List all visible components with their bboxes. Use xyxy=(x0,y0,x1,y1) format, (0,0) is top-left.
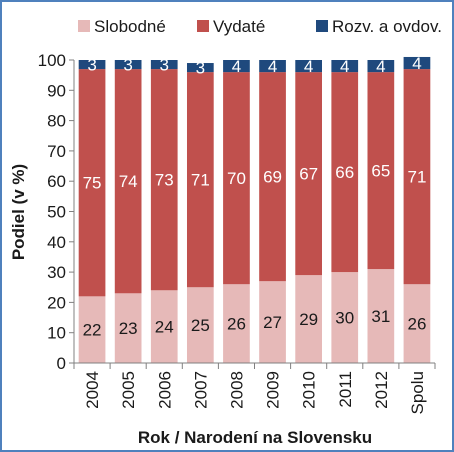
data-label-2008-series-1: 70 xyxy=(227,169,246,188)
bar-2004-series-2 xyxy=(78,60,106,70)
bar-2010-series-0 xyxy=(295,275,322,363)
y-tick-label-30: 30 xyxy=(47,263,66,282)
bar-Spolu-series-2 xyxy=(403,56,431,70)
data-label-2006-series-1: 73 xyxy=(155,171,174,190)
y-tick-label-60: 60 xyxy=(47,172,66,191)
x-tick-label-2010: 2010 xyxy=(300,371,319,409)
x-tick-label-2006: 2006 xyxy=(155,371,174,409)
data-label-2012-series-2: 4 xyxy=(376,57,385,76)
axes: 0 10 20 30 40 50 60 70 80 90 100 2004 2005 2006 2007 20… xyxy=(38,51,436,414)
bar-2007-series-1 xyxy=(186,72,214,288)
x-axis-title: Rok / Narodení na Slovensku xyxy=(138,428,372,447)
bar-2012-series-1 xyxy=(367,72,395,270)
x-tick-label-2004: 2004 xyxy=(83,371,102,409)
y-tick-label-100: 100 xyxy=(38,51,66,70)
bar-2010-series-1 xyxy=(295,72,322,276)
bar-2008-series-1 xyxy=(223,72,250,285)
bar-2012-series-2 xyxy=(367,60,395,73)
bar-2012-series-0 xyxy=(367,269,395,363)
legend-swatch-1 xyxy=(197,20,209,32)
bar-2006-series-0 xyxy=(150,290,178,363)
bar-Spolu-series-0 xyxy=(403,284,431,363)
data-label-2008-series-2: 4 xyxy=(232,57,241,76)
x-tick-label-2007: 2007 xyxy=(191,371,210,409)
data-label-Spolu-series-2: 4 xyxy=(412,54,421,73)
bar-2009-series-1 xyxy=(259,72,286,282)
bar-2006-series-1 xyxy=(150,69,178,291)
legend-swatch-0 xyxy=(78,20,90,32)
data-label-2010-series-0: 29 xyxy=(299,310,318,329)
legend: Slobodné Vydaté Rozv. a ovdov. xyxy=(78,17,442,36)
bar-2005-series-2 xyxy=(114,60,142,70)
x-tick-label-2011: 2011 xyxy=(336,371,355,408)
data-label-2004-series-1: 75 xyxy=(83,174,102,193)
data-label-Spolu-series-0: 26 xyxy=(407,315,426,334)
data-label-2008-series-0: 26 xyxy=(227,315,246,334)
data-label-2011-series-2: 4 xyxy=(340,57,349,76)
bar-Spolu-series-1 xyxy=(403,69,431,285)
bar-2007-series-2 xyxy=(186,63,214,73)
legend-label-0: Slobodné xyxy=(94,17,166,36)
legend-swatch-2 xyxy=(316,20,328,32)
data-label-2012-series-1: 65 xyxy=(371,162,390,181)
y-tick-label-10: 10 xyxy=(47,324,66,343)
bars: 22 75 3 23 74 3 24 73 3 25 71 3 26 70 4 27 69 4 29 67 4 30 66 4… xyxy=(78,54,431,363)
y-tick-label-80: 80 xyxy=(47,112,66,131)
bar-2008-series-2 xyxy=(223,60,250,73)
bar-2010-series-2 xyxy=(295,60,322,73)
y-tick-label-0: 0 xyxy=(57,354,66,373)
data-label-2009-series-2: 4 xyxy=(268,57,277,76)
x-tick-label-2012: 2012 xyxy=(372,371,391,409)
bar-2011-series-0 xyxy=(331,272,359,363)
bar-2007-series-0 xyxy=(186,287,214,363)
bar-2011-series-2 xyxy=(331,60,359,73)
y-tick-label-90: 90 xyxy=(47,81,66,100)
data-label-2010-series-1: 67 xyxy=(299,165,318,184)
data-label-2007-series-1: 71 xyxy=(191,171,210,190)
data-label-2005-series-0: 23 xyxy=(119,319,138,338)
data-label-2006-series-2: 3 xyxy=(160,56,169,75)
data-label-2010-series-2: 4 xyxy=(304,57,313,76)
data-label-2011-series-1: 66 xyxy=(335,163,354,182)
legend-label-1: Vydaté xyxy=(213,17,265,36)
y-axis-title: Podiel (v %) xyxy=(9,164,28,260)
bar-2005-series-0 xyxy=(114,293,142,363)
data-label-2006-series-0: 24 xyxy=(155,318,174,337)
data-label-2005-series-1: 74 xyxy=(119,172,138,191)
data-label-2007-series-0: 25 xyxy=(191,316,210,335)
data-label-2005-series-2: 3 xyxy=(123,56,132,75)
data-label-2004-series-0: 22 xyxy=(83,321,102,340)
data-label-2011-series-0: 30 xyxy=(335,309,354,328)
data-label-2007-series-2: 3 xyxy=(196,59,205,78)
bar-2004-series-1 xyxy=(78,69,106,297)
y-tick-label-20: 20 xyxy=(47,293,66,312)
data-label-2004-series-2: 3 xyxy=(87,56,96,75)
data-label-2012-series-0: 31 xyxy=(371,307,390,326)
bar-2011-series-1 xyxy=(331,72,359,273)
bar-2009-series-0 xyxy=(259,281,286,363)
x-tick-label-2005: 2005 xyxy=(119,371,138,409)
data-label-2009-series-1: 69 xyxy=(263,168,282,187)
x-tick-label-2009: 2009 xyxy=(264,371,283,409)
bar-2005-series-1 xyxy=(114,69,142,294)
x-tick-label-2008: 2008 xyxy=(227,371,246,409)
x-tick-label-Spolu: Spolu xyxy=(408,371,427,414)
legend-label-2: Rozv. a ovdov. xyxy=(332,17,442,36)
data-label-2009-series-0: 27 xyxy=(263,313,282,332)
y-tick-label-40: 40 xyxy=(47,233,66,252)
data-label-Spolu-series-1: 71 xyxy=(407,168,426,187)
bar-2006-series-2 xyxy=(150,60,178,70)
y-tick-label-50: 50 xyxy=(47,203,66,222)
bar-2008-series-0 xyxy=(223,284,250,363)
y-tick-label-70: 70 xyxy=(47,142,66,161)
bar-2009-series-2 xyxy=(259,60,286,73)
bar-2004-series-0 xyxy=(78,296,106,363)
